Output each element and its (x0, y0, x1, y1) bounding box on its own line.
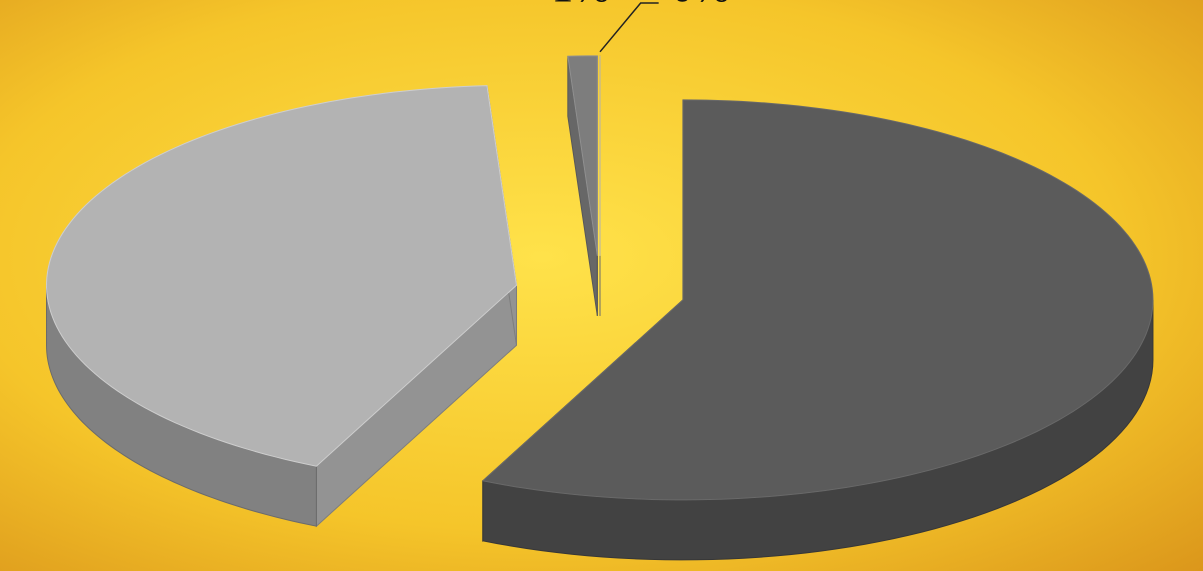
data-label: 57% (1201, 322, 1203, 371)
leader-line (599, 2, 659, 53)
slice (567, 55, 598, 256)
data-label: 1% (551, 0, 610, 11)
slice (46, 85, 518, 467)
data-label: 0% (671, 0, 730, 11)
slice-tops (46, 55, 1154, 501)
slice (481, 99, 1154, 501)
